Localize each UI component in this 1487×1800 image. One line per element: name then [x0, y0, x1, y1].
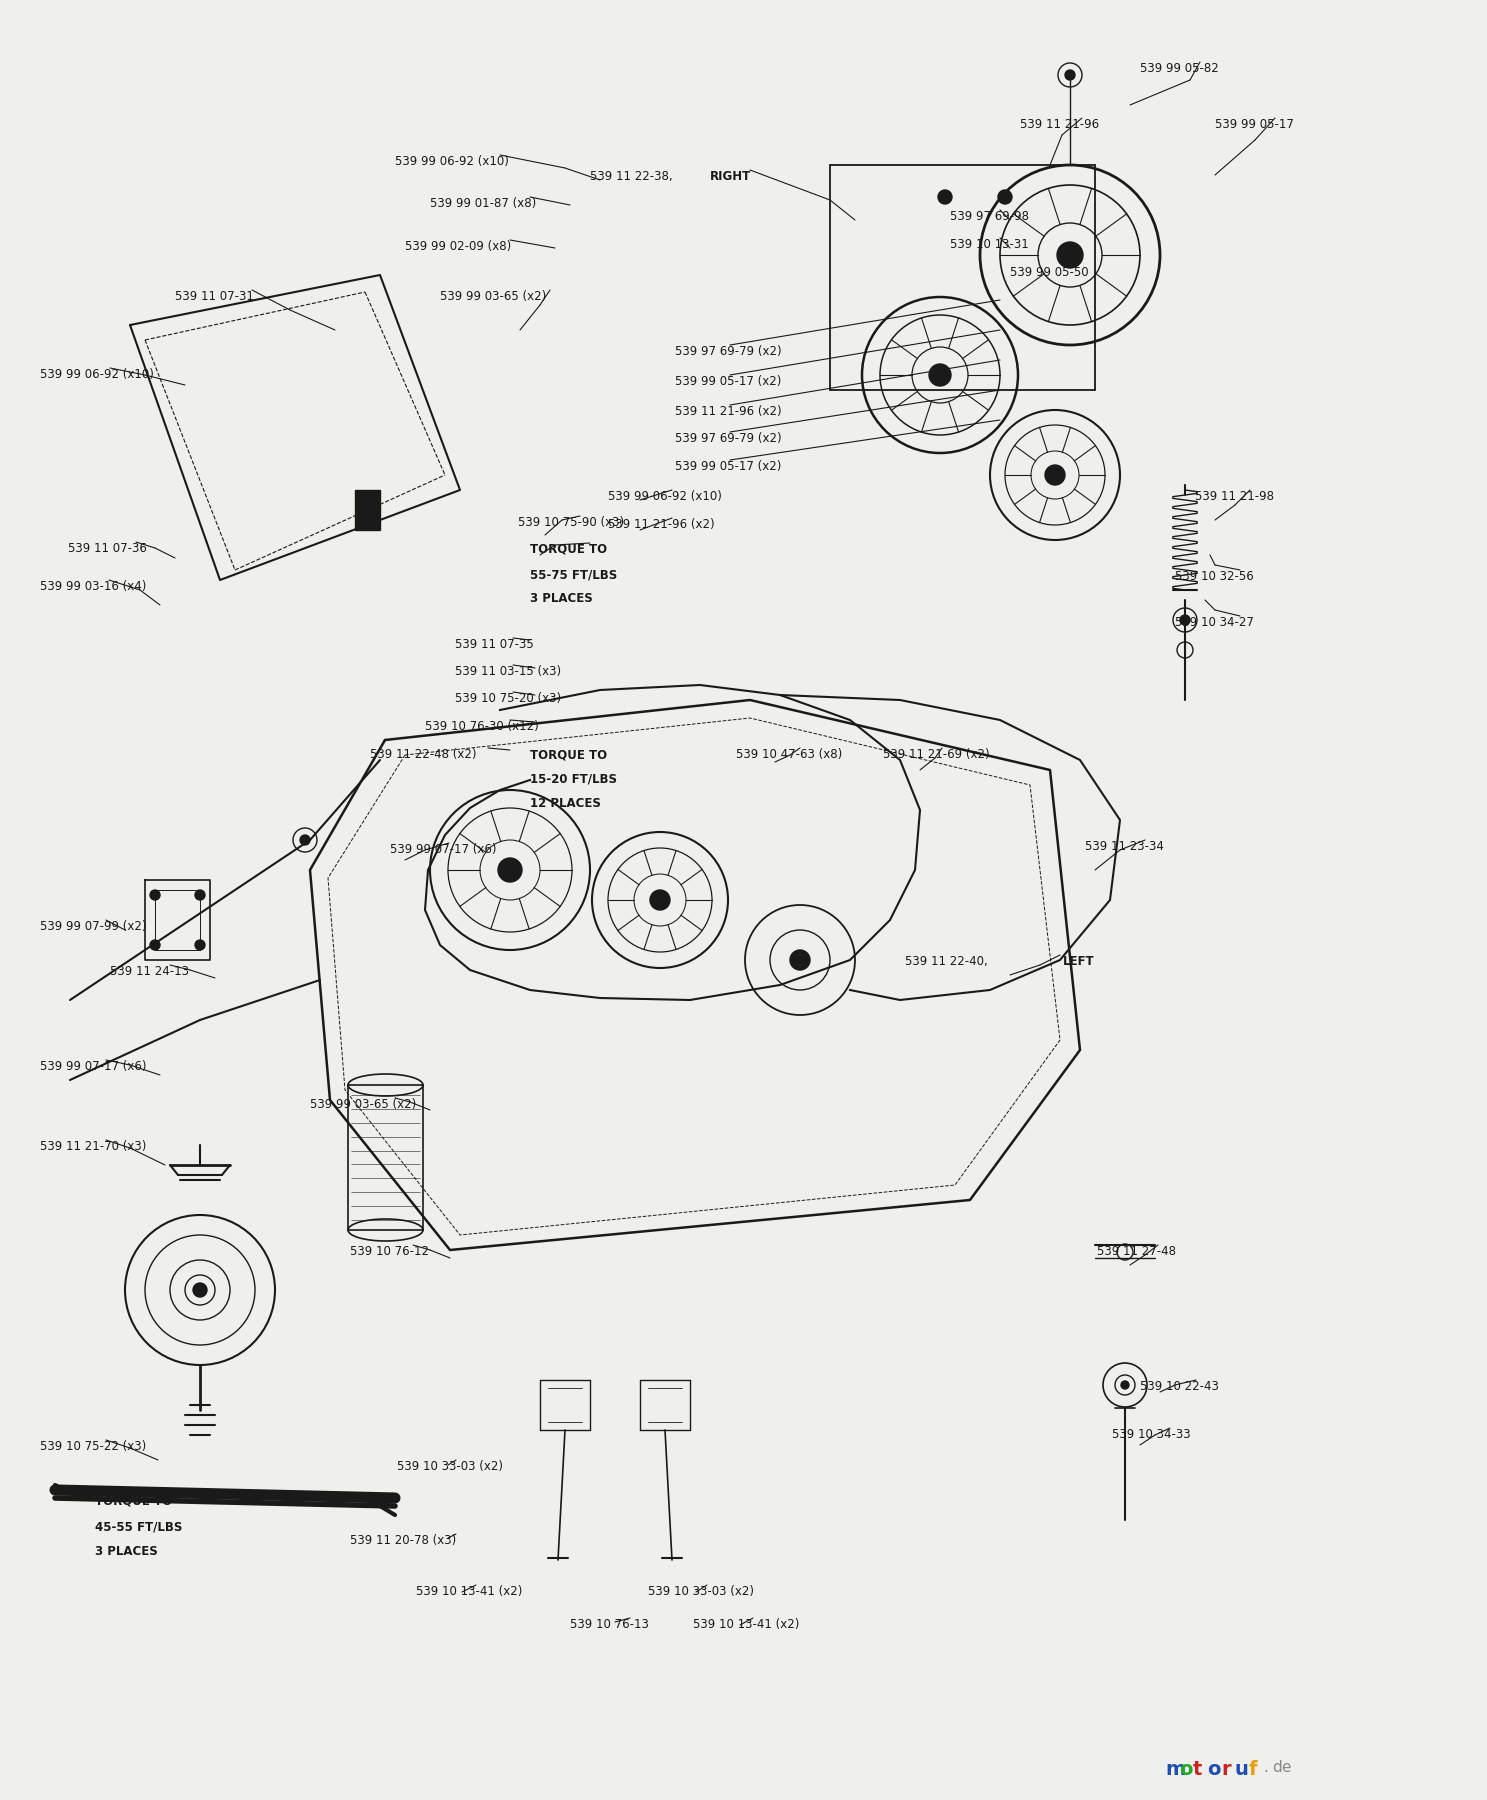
Text: 539 11 22-48 (x2): 539 11 22-48 (x2): [370, 749, 476, 761]
Text: 539 11 07-31: 539 11 07-31: [175, 290, 254, 302]
Circle shape: [150, 940, 161, 950]
Text: 539 99 06-92 (x10): 539 99 06-92 (x10): [608, 490, 721, 502]
Circle shape: [998, 191, 1013, 203]
Text: 539 11 03-15 (x3): 539 11 03-15 (x3): [455, 664, 561, 679]
Text: 539 10 13-41 (x2): 539 10 13-41 (x2): [693, 1618, 800, 1631]
Text: t: t: [1193, 1760, 1203, 1778]
Text: 539 11 21-96 (x2): 539 11 21-96 (x2): [608, 518, 715, 531]
Circle shape: [650, 889, 671, 911]
Circle shape: [150, 889, 161, 900]
Text: o: o: [1179, 1760, 1193, 1778]
Circle shape: [498, 859, 522, 882]
Text: 539 99 05-50: 539 99 05-50: [1010, 266, 1088, 279]
Text: 539 99 03-65 (x2): 539 99 03-65 (x2): [309, 1098, 416, 1111]
Text: 539 99 05-17 (x2): 539 99 05-17 (x2): [675, 374, 781, 389]
Text: 539 97 69-79 (x2): 539 97 69-79 (x2): [675, 346, 782, 358]
Text: 539 11 24-13: 539 11 24-13: [110, 965, 189, 977]
Text: 539 99 03-65 (x2): 539 99 03-65 (x2): [440, 290, 546, 302]
Text: 539 10 76-13: 539 10 76-13: [570, 1618, 648, 1631]
Text: 539 99 05-17: 539 99 05-17: [1215, 119, 1294, 131]
Text: 539 11 20-78 (x3): 539 11 20-78 (x3): [349, 1534, 457, 1546]
Text: 539 10 22-43: 539 10 22-43: [1141, 1381, 1219, 1393]
Text: r: r: [1221, 1760, 1231, 1778]
Text: 45-55 FT/LBS: 45-55 FT/LBS: [95, 1519, 183, 1534]
Text: 539 11 23-34: 539 11 23-34: [1086, 841, 1164, 853]
Text: 539 10 75-20 (x3): 539 10 75-20 (x3): [455, 691, 561, 706]
Text: o: o: [1207, 1760, 1221, 1778]
Circle shape: [938, 191, 952, 203]
Text: 539 10 34-33: 539 10 34-33: [1112, 1427, 1191, 1442]
Text: 539 10 34-27: 539 10 34-27: [1175, 616, 1254, 628]
Circle shape: [790, 950, 810, 970]
Text: 539 99 05-82: 539 99 05-82: [1141, 61, 1219, 76]
Circle shape: [300, 835, 309, 844]
Circle shape: [193, 1283, 207, 1298]
Text: 539 11 22-40,: 539 11 22-40,: [906, 956, 992, 968]
Text: 539 11 21-98: 539 11 21-98: [1196, 490, 1274, 502]
Circle shape: [1181, 616, 1190, 625]
Text: 539 99 05-17 (x2): 539 99 05-17 (x2): [675, 461, 781, 473]
Circle shape: [1121, 1381, 1129, 1390]
Text: 539 11 22-38,: 539 11 22-38,: [590, 169, 677, 184]
Text: e: e: [1280, 1760, 1291, 1775]
Text: 539 11 21-70 (x3): 539 11 21-70 (x3): [40, 1139, 146, 1154]
Circle shape: [1045, 464, 1065, 484]
Text: 3 PLACES: 3 PLACES: [529, 592, 593, 605]
Text: TORQUE TO: TORQUE TO: [95, 1496, 172, 1508]
Text: TORQUE TO: TORQUE TO: [529, 544, 607, 556]
Text: 3 PLACES: 3 PLACES: [95, 1544, 158, 1559]
Text: 539 99 03-16 (x4): 539 99 03-16 (x4): [40, 580, 146, 592]
Text: d: d: [1271, 1760, 1282, 1775]
Text: 539 10 33-03 (x2): 539 10 33-03 (x2): [397, 1460, 503, 1472]
Text: 539 99 07-99 (x2): 539 99 07-99 (x2): [40, 920, 147, 932]
Text: 55-75 FT/LBS: 55-75 FT/LBS: [529, 569, 617, 581]
Text: m: m: [1164, 1760, 1185, 1778]
Text: 12 PLACES: 12 PLACES: [529, 797, 601, 810]
Text: 539 11 07-35: 539 11 07-35: [455, 637, 534, 652]
Text: 539 99 01-87 (x8): 539 99 01-87 (x8): [430, 196, 537, 211]
Text: 539 10 75-90 (x3): 539 10 75-90 (x3): [517, 517, 625, 529]
Text: 539 11 27-48: 539 11 27-48: [1097, 1246, 1176, 1258]
Text: 539 11 21-69 (x2): 539 11 21-69 (x2): [883, 749, 990, 761]
Text: 539 10 32-56: 539 10 32-56: [1175, 571, 1254, 583]
Circle shape: [929, 364, 952, 385]
Text: 539 97 69-98: 539 97 69-98: [950, 211, 1029, 223]
Text: 539 99 07-17 (x6): 539 99 07-17 (x6): [40, 1060, 147, 1073]
Text: 539 99 06-92 (x10): 539 99 06-92 (x10): [40, 367, 153, 382]
Polygon shape: [355, 490, 381, 529]
Text: 539 10 76-12: 539 10 76-12: [349, 1246, 430, 1258]
Text: 539 10 47-63 (x8): 539 10 47-63 (x8): [736, 749, 842, 761]
Text: TORQUE TO: TORQUE TO: [529, 749, 607, 761]
Text: 539 10 75-22 (x3): 539 10 75-22 (x3): [40, 1440, 146, 1453]
Text: 539 97 69-79 (x2): 539 97 69-79 (x2): [675, 432, 782, 445]
Text: 539 11 21-96 (x2): 539 11 21-96 (x2): [675, 405, 782, 418]
Text: 539 10 33-03 (x2): 539 10 33-03 (x2): [648, 1586, 754, 1598]
Text: 539 11 07-36: 539 11 07-36: [68, 542, 147, 554]
Circle shape: [1065, 70, 1075, 79]
Text: u: u: [1236, 1760, 1249, 1778]
Text: LEFT: LEFT: [1063, 956, 1094, 968]
Text: 539 10 13-31: 539 10 13-31: [950, 238, 1029, 250]
Circle shape: [195, 940, 205, 950]
Text: 539 10 13-41 (x2): 539 10 13-41 (x2): [416, 1586, 522, 1598]
Circle shape: [195, 889, 205, 900]
Circle shape: [1057, 241, 1083, 268]
Text: 539 11 21-96: 539 11 21-96: [1020, 119, 1099, 131]
Text: 539 10 76-30 (x12): 539 10 76-30 (x12): [425, 720, 538, 733]
Text: 539 99 06-92 (x10): 539 99 06-92 (x10): [396, 155, 509, 167]
Text: .: .: [1262, 1760, 1268, 1775]
Text: RIGHT: RIGHT: [709, 169, 751, 184]
Text: 539 99 07-17 (x6): 539 99 07-17 (x6): [390, 842, 497, 857]
Text: f: f: [1249, 1760, 1258, 1778]
Text: 539 99 02-09 (x8): 539 99 02-09 (x8): [404, 239, 512, 254]
Text: 15-20 FT/LBS: 15-20 FT/LBS: [529, 772, 617, 787]
